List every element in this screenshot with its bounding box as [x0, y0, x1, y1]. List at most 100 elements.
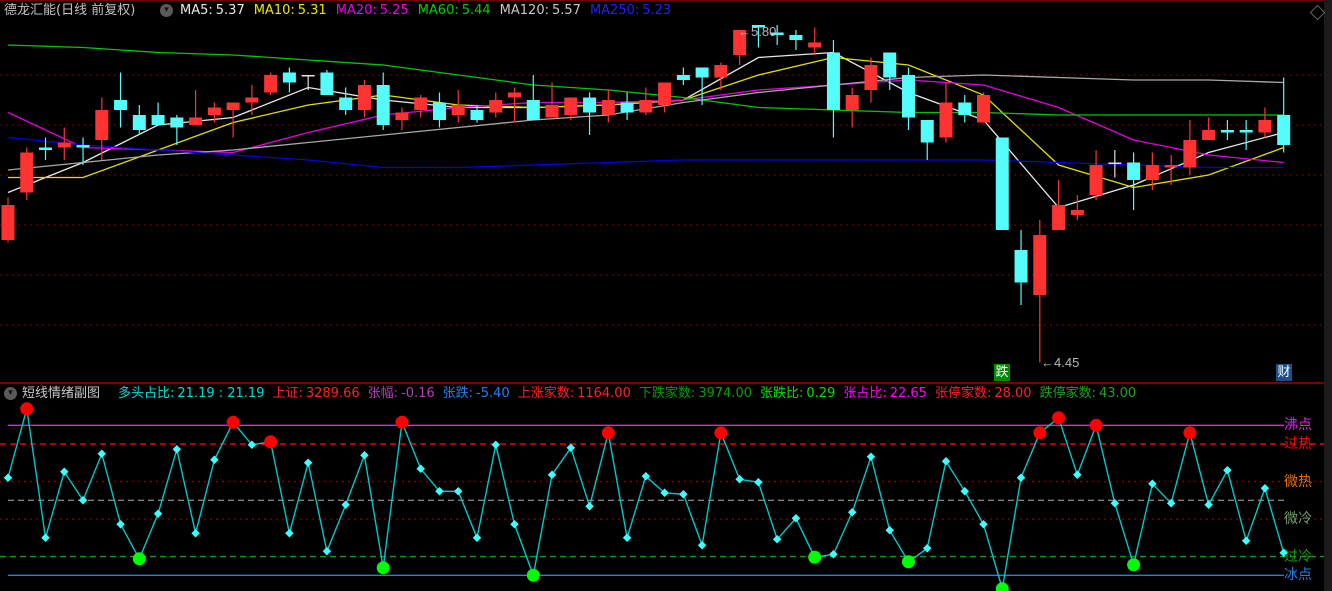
candle-body: [95, 110, 109, 140]
sub-levels: [0, 424, 1324, 576]
level-label: 微热: [1284, 473, 1312, 490]
candle-body: [1089, 165, 1103, 195]
candle: [132, 105, 146, 135]
candle: [1052, 180, 1066, 230]
candle: [376, 72, 390, 130]
candle-body: [620, 102, 634, 113]
level-label: 微冷: [1284, 511, 1312, 528]
data-point: [829, 550, 838, 559]
legend-item: 张占比: 22.65: [843, 386, 927, 402]
candle: [489, 92, 503, 118]
legend-item: MA250: 5.23: [590, 3, 671, 19]
candle-body: [714, 65, 728, 78]
data-point: [679, 490, 688, 499]
hot-marker: [226, 415, 240, 429]
cold-marker: [376, 561, 390, 575]
level-label: 沸点: [1284, 417, 1312, 434]
candle: [789, 30, 803, 50]
candle-body: [170, 117, 184, 128]
data-point: [3, 473, 13, 483]
data-point: [941, 457, 951, 466]
candle-body: [39, 147, 53, 150]
candle-body: [676, 75, 690, 80]
candle: [170, 115, 184, 145]
finance-badge[interactable]: 财: [1276, 364, 1292, 381]
legend-item: MA5: 5.37: [180, 3, 245, 19]
candle: [977, 92, 991, 123]
hot-marker: [20, 402, 34, 416]
candle: [1239, 120, 1253, 150]
level-label: 冰点: [1284, 567, 1312, 584]
low-price-label: ←4.45: [1041, 355, 1079, 370]
data-point: [660, 488, 669, 498]
candle: [301, 75, 315, 90]
candle-body: [526, 100, 540, 120]
legend-item: 上证: 3289.66: [272, 386, 359, 402]
cold-marker: [1127, 558, 1141, 572]
candle: [808, 27, 822, 55]
candle-body: [20, 152, 34, 193]
data-point: [360, 451, 369, 460]
candle: [470, 105, 484, 123]
data-point: [791, 514, 801, 523]
candle: [995, 137, 1009, 230]
legend-label: 上涨家数:: [517, 386, 575, 401]
candle: [1033, 220, 1047, 363]
candle-body: [301, 75, 315, 77]
candle: [1220, 120, 1234, 140]
candle-body: [564, 97, 578, 115]
sentiment-line: [3, 402, 1288, 591]
candle: [714, 62, 728, 90]
data-point: [1148, 479, 1157, 489]
candle-body: [639, 100, 653, 113]
cold-marker: [995, 582, 1009, 591]
candle: [1014, 230, 1028, 305]
candle-body: [1108, 162, 1122, 164]
legend-item: 多头占比: 21.19 : 21.19: [118, 386, 264, 402]
candle: [920, 120, 934, 160]
data-point: [416, 464, 425, 474]
data-point: [566, 443, 576, 453]
candle: [39, 137, 53, 160]
candle-body: [1239, 130, 1253, 133]
high-price-label: ←5.80: [738, 24, 776, 39]
data-point: [1073, 470, 1082, 480]
candle-body: [470, 110, 484, 120]
candle-body: [939, 102, 953, 138]
data-point: [116, 520, 125, 529]
candle: [1070, 195, 1084, 220]
data-point: [847, 508, 857, 517]
hot-marker: [1052, 411, 1066, 425]
candle-body: [508, 92, 522, 98]
legend-item: 上涨家数: 1164.00: [518, 386, 631, 402]
candle-body: [245, 97, 259, 103]
right-scrollbar[interactable]: [1324, 0, 1332, 591]
candle: [1258, 107, 1272, 138]
hot-marker: [395, 415, 409, 429]
data-point: [641, 472, 651, 481]
candle-body: [864, 65, 878, 90]
data-point: [97, 449, 107, 459]
candle: [320, 70, 334, 95]
data-point: [960, 487, 970, 496]
hot-marker: [601, 426, 615, 440]
sub-menu-chevron-icon[interactable]: ▾: [4, 387, 17, 400]
candle-body: [226, 102, 240, 110]
candle-body: [282, 72, 296, 83]
candle-body: [1220, 130, 1234, 133]
candle-body: [320, 72, 334, 95]
main-menu-chevron-icon[interactable]: ▾: [160, 4, 173, 17]
candle-body: [432, 102, 446, 120]
candle: [864, 57, 878, 103]
candle-body: [114, 100, 128, 110]
data-point: [1241, 536, 1251, 546]
candle: [845, 87, 859, 128]
candle-body: [376, 85, 390, 125]
legend-value: 5.23: [642, 3, 672, 18]
fall-badge[interactable]: 跌: [994, 364, 1010, 381]
candle-body: [658, 82, 672, 105]
data-point: [1260, 484, 1270, 493]
candle-body: [1277, 115, 1291, 145]
candle-body: [1127, 162, 1141, 180]
